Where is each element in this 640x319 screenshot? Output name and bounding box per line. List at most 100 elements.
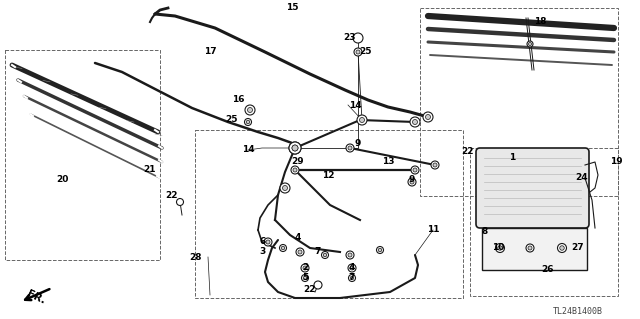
Circle shape [413,120,417,124]
Circle shape [293,168,297,172]
Circle shape [280,244,287,251]
Text: 8: 8 [482,227,488,236]
Circle shape [376,247,383,254]
Text: 9: 9 [355,139,361,149]
Circle shape [303,276,307,280]
Bar [470,148,618,296]
Circle shape [526,244,534,252]
Circle shape [246,120,250,124]
Text: 5: 5 [302,273,308,283]
Circle shape [289,142,301,154]
Circle shape [360,117,365,122]
Circle shape [289,142,301,154]
Text: 14: 14 [349,100,362,109]
Circle shape [378,248,381,252]
Text: 10: 10 [492,243,504,253]
Text: 3: 3 [260,248,266,256]
Circle shape [357,115,367,125]
Circle shape [350,276,354,280]
Text: 25: 25 [226,115,238,124]
Circle shape [354,48,362,56]
Text: 2: 2 [302,263,308,272]
Text: 22: 22 [166,191,179,201]
Circle shape [408,178,416,186]
Bar [195,130,463,298]
Circle shape [292,145,298,151]
Circle shape [291,166,299,174]
Circle shape [350,266,354,270]
Circle shape [303,266,307,270]
Circle shape [411,166,419,174]
Circle shape [266,240,270,244]
Text: 29: 29 [292,158,304,167]
Circle shape [321,251,328,258]
Text: 13: 13 [381,158,394,167]
Text: 21: 21 [144,166,156,174]
Text: 11: 11 [427,226,439,234]
Circle shape [433,163,437,167]
Circle shape [245,105,255,115]
Circle shape [410,117,420,127]
Circle shape [301,275,308,281]
Text: 7: 7 [315,248,321,256]
Circle shape [557,243,566,253]
Circle shape [528,246,532,250]
Circle shape [296,248,304,256]
Circle shape [280,183,290,193]
Circle shape [560,246,564,250]
Circle shape [348,146,352,150]
Text: 12: 12 [322,170,334,180]
Circle shape [248,108,253,113]
Circle shape [281,246,285,250]
Circle shape [423,112,433,122]
Text: 25: 25 [359,48,371,56]
Text: 26: 26 [541,265,554,275]
Text: 14: 14 [242,145,254,154]
Bar [420,8,618,196]
Text: 1: 1 [509,152,515,161]
Circle shape [529,42,531,46]
Circle shape [356,50,360,54]
Text: 22: 22 [461,147,474,157]
Text: 27: 27 [572,243,584,253]
Text: FR.: FR. [25,288,47,306]
Text: 4: 4 [295,234,301,242]
Circle shape [323,253,327,257]
Text: 19: 19 [610,158,622,167]
Text: 28: 28 [189,253,201,262]
Text: 15: 15 [285,4,298,12]
FancyBboxPatch shape [482,228,587,270]
Text: 24: 24 [576,174,588,182]
Circle shape [353,33,363,43]
Circle shape [498,246,502,250]
Circle shape [314,281,322,289]
Bar [5,50,160,260]
Text: 22: 22 [304,286,316,294]
Text: 7: 7 [349,273,355,283]
Circle shape [346,251,354,259]
Circle shape [426,115,431,120]
Text: 20: 20 [56,175,68,184]
Circle shape [264,238,272,246]
Circle shape [177,198,184,205]
Circle shape [495,243,504,253]
Circle shape [298,250,302,254]
Circle shape [292,145,298,151]
Text: 6: 6 [260,238,266,247]
Circle shape [244,118,252,125]
Circle shape [413,168,417,172]
Text: TL24B1400B: TL24B1400B [553,308,603,316]
Text: 23: 23 [344,33,356,42]
Circle shape [282,186,287,190]
FancyBboxPatch shape [476,148,589,228]
Circle shape [349,275,355,281]
Text: 18: 18 [534,18,547,26]
Text: 4: 4 [349,263,355,272]
Text: 9: 9 [409,175,415,184]
Circle shape [348,264,356,272]
Circle shape [431,161,439,169]
Circle shape [348,253,352,257]
Circle shape [410,180,414,184]
Circle shape [301,264,309,272]
Text: 16: 16 [232,95,244,105]
